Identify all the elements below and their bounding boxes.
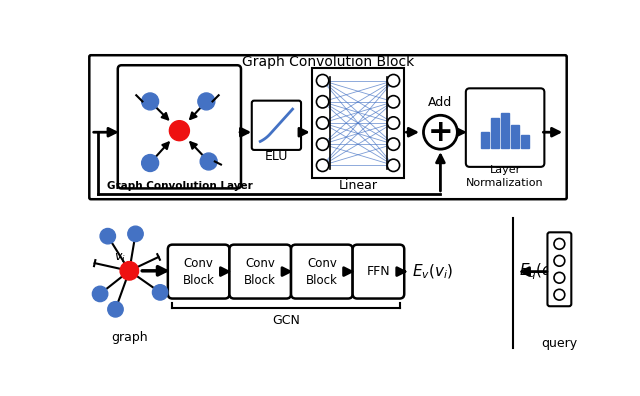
Text: Add: Add (428, 96, 452, 109)
Circle shape (316, 138, 329, 150)
Circle shape (316, 96, 329, 108)
Circle shape (554, 238, 564, 249)
Text: +: + (428, 118, 453, 147)
Circle shape (152, 285, 168, 300)
Circle shape (316, 74, 329, 87)
Circle shape (316, 117, 329, 129)
Text: Graph Convolution Block: Graph Convolution Block (242, 55, 414, 69)
Circle shape (387, 117, 399, 129)
FancyBboxPatch shape (312, 68, 404, 178)
Text: ELU: ELU (265, 150, 288, 163)
FancyBboxPatch shape (291, 245, 353, 299)
FancyBboxPatch shape (118, 65, 241, 188)
FancyBboxPatch shape (168, 245, 230, 299)
FancyBboxPatch shape (230, 245, 291, 299)
Text: $E_q(q)$: $E_q(q)$ (519, 261, 558, 282)
Circle shape (387, 159, 399, 171)
Text: FFN: FFN (367, 265, 390, 278)
Text: $v_i$: $v_i$ (114, 252, 125, 265)
FancyBboxPatch shape (353, 245, 404, 299)
Circle shape (554, 255, 564, 266)
Bar (511, 125, 519, 148)
Text: Conv
Block: Conv Block (244, 257, 276, 287)
Circle shape (387, 138, 399, 150)
Bar (492, 118, 499, 148)
Circle shape (120, 262, 139, 280)
Circle shape (387, 96, 399, 108)
Circle shape (128, 226, 143, 242)
FancyBboxPatch shape (252, 101, 301, 150)
Circle shape (554, 272, 564, 283)
Circle shape (141, 93, 159, 110)
Circle shape (141, 154, 159, 171)
Circle shape (108, 302, 123, 317)
Circle shape (100, 228, 115, 244)
Bar (521, 135, 529, 148)
Bar (501, 113, 509, 148)
Text: graph: graph (111, 331, 148, 344)
Text: $E_v(v_i)$: $E_v(v_i)$ (412, 263, 453, 281)
Text: Conv
Block: Conv Block (306, 257, 338, 287)
Circle shape (387, 74, 399, 87)
Circle shape (198, 93, 215, 110)
Circle shape (424, 115, 458, 149)
Text: Conv
Block: Conv Block (182, 257, 214, 287)
Bar (481, 132, 489, 148)
Circle shape (200, 153, 217, 170)
Circle shape (92, 286, 108, 302)
Circle shape (554, 289, 564, 300)
Text: Layer
Normalization: Layer Normalization (467, 165, 544, 188)
Circle shape (170, 121, 189, 141)
FancyBboxPatch shape (466, 88, 545, 167)
Circle shape (316, 159, 329, 171)
Text: query: query (541, 337, 577, 350)
Text: GCN: GCN (272, 314, 300, 327)
Text: Linear: Linear (339, 179, 378, 192)
FancyBboxPatch shape (547, 232, 572, 306)
Text: Graph Convolution Layer: Graph Convolution Layer (106, 181, 252, 191)
